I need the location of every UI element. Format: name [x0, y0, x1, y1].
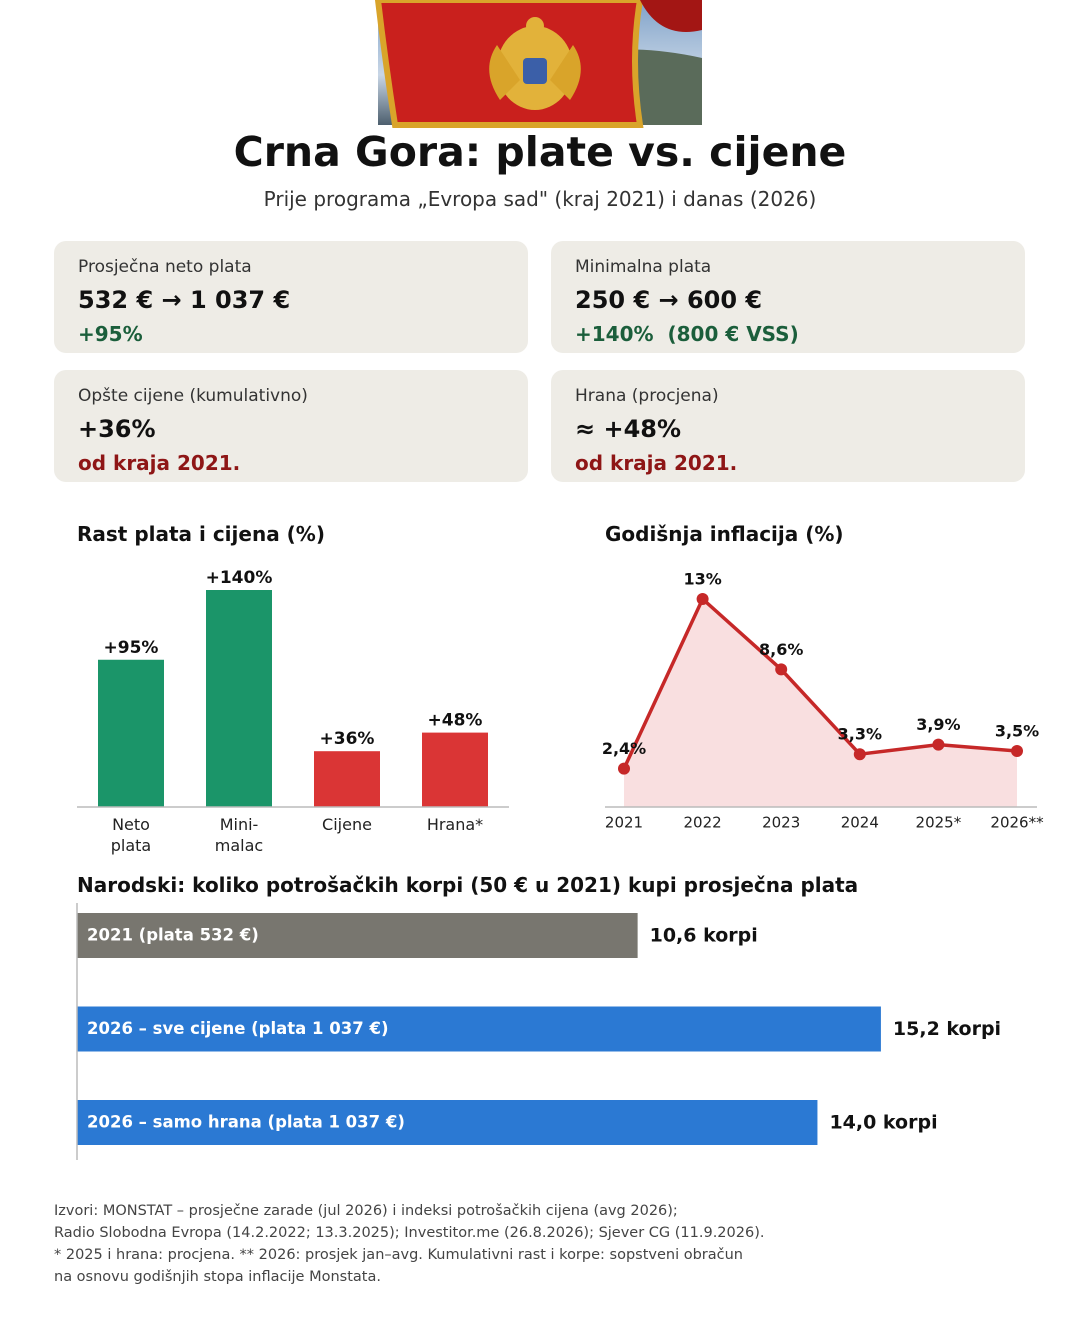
bar: [314, 751, 380, 807]
value-label: 10,6 korpi: [650, 925, 758, 947]
stat-card: Opšte cijene (kumulativno) +36% od kraja 2…: [54, 370, 528, 482]
stat-card: Hrana (procjena) ≈ +48% od kraja 2021.: [551, 370, 1025, 482]
x-tick-label: 2021: [605, 814, 643, 832]
point: [932, 738, 945, 751]
value-label: 3,5%: [995, 722, 1039, 741]
subtitle: Prije programa „Evropa sad" (kraj 2021) …: [263, 187, 817, 211]
point: [853, 748, 866, 761]
stat-card: Prosječna neto plata 532 € → 1 037 € +95%: [54, 241, 528, 353]
value-label: 3,9%: [916, 715, 960, 734]
bar: [77, 913, 638, 958]
value-label: 13%: [683, 570, 721, 589]
footnote: na osnovu godišnjih stopa inflacije Mons…: [54, 1269, 381, 1285]
footnote: * 2025 i hrana: procjena. ** 2026: prosj…: [54, 1247, 743, 1263]
line: [622, 596, 1018, 770]
x-tick-label: 2025*: [916, 814, 962, 832]
chart-title: Godišnja inflacija (%): [605, 522, 844, 546]
value-label: 3,3%: [838, 725, 882, 744]
x-tick-label: Neto plata: [110, 815, 152, 855]
footnote: Radio Slobodna Evropa (14.2.2022; 13.3.2…: [54, 1225, 765, 1241]
title: Crna Gora: plate vs. cijene: [233, 128, 847, 176]
point: [696, 593, 709, 605]
bar: [206, 590, 272, 807]
card-change: od kraja 2021.: [78, 451, 241, 475]
point: [618, 762, 630, 775]
value-label: 2,4%: [602, 739, 646, 758]
area: [624, 599, 1017, 807]
card-change: od kraja 2021.: [575, 451, 738, 475]
x-tick-label: 2022: [684, 814, 722, 832]
card-value: 250 € → 600 €: [575, 286, 763, 314]
value-label: +36%: [320, 729, 375, 749]
category-label: 2026 – sve cijene (plata 1 037 €): [87, 1019, 388, 1038]
card-change: +140% (800 € VSS): [575, 322, 799, 346]
x-tick-label: 2026**: [990, 814, 1044, 832]
card-value: +36%: [78, 415, 156, 443]
card-change: +95%: [78, 322, 143, 346]
value-label: 8,6%: [759, 640, 803, 659]
chart-title: Narodski: koliko potrošačkih korpi (50 €…: [77, 873, 859, 897]
card-value: 532 € → 1 037 €: [78, 286, 291, 314]
chart-title: Rast plata i cijena (%): [77, 522, 325, 546]
x-tick-label: Hrana*: [426, 815, 484, 834]
point: [775, 663, 788, 676]
bar: [77, 1100, 818, 1145]
x-tick-label: Cijene: [322, 815, 372, 834]
flag-photo: [374, 0, 702, 128]
x-tick-label: Mini- malac: [214, 815, 264, 855]
card-value: ≈ +48%: [575, 415, 682, 443]
stat-card: Minimalna plata 250 € → 600 € +140% (800 €…: [551, 241, 1025, 353]
value-label: +48%: [428, 711, 483, 731]
point: [1011, 745, 1023, 757]
bar: [77, 1006, 881, 1052]
footnote: Izvori: MONSTAT – prosječne zarade (jul …: [54, 1203, 678, 1219]
bar: [422, 732, 488, 807]
x-tick-label: 2023: [762, 814, 800, 832]
x-tick-label: 2024: [841, 814, 879, 832]
category-label: 2026 – samo hrana (plata 1 037 €): [87, 1113, 405, 1132]
card-label: Minimalna plata: [575, 257, 712, 277]
card-label: Opšte cijene (kumulativno): [78, 386, 308, 406]
bar: [98, 659, 164, 807]
value-label: +95%: [104, 638, 159, 658]
value-label: 15,2 korpi: [893, 1018, 1001, 1040]
value-label: 14,0 korpi: [829, 1112, 937, 1134]
card-label: Hrana (procjena): [575, 386, 719, 406]
card-label: Prosječna neto plata: [78, 257, 252, 277]
value-label: +140%: [206, 568, 273, 588]
category-label: 2021 (plata 532 €): [87, 926, 259, 945]
